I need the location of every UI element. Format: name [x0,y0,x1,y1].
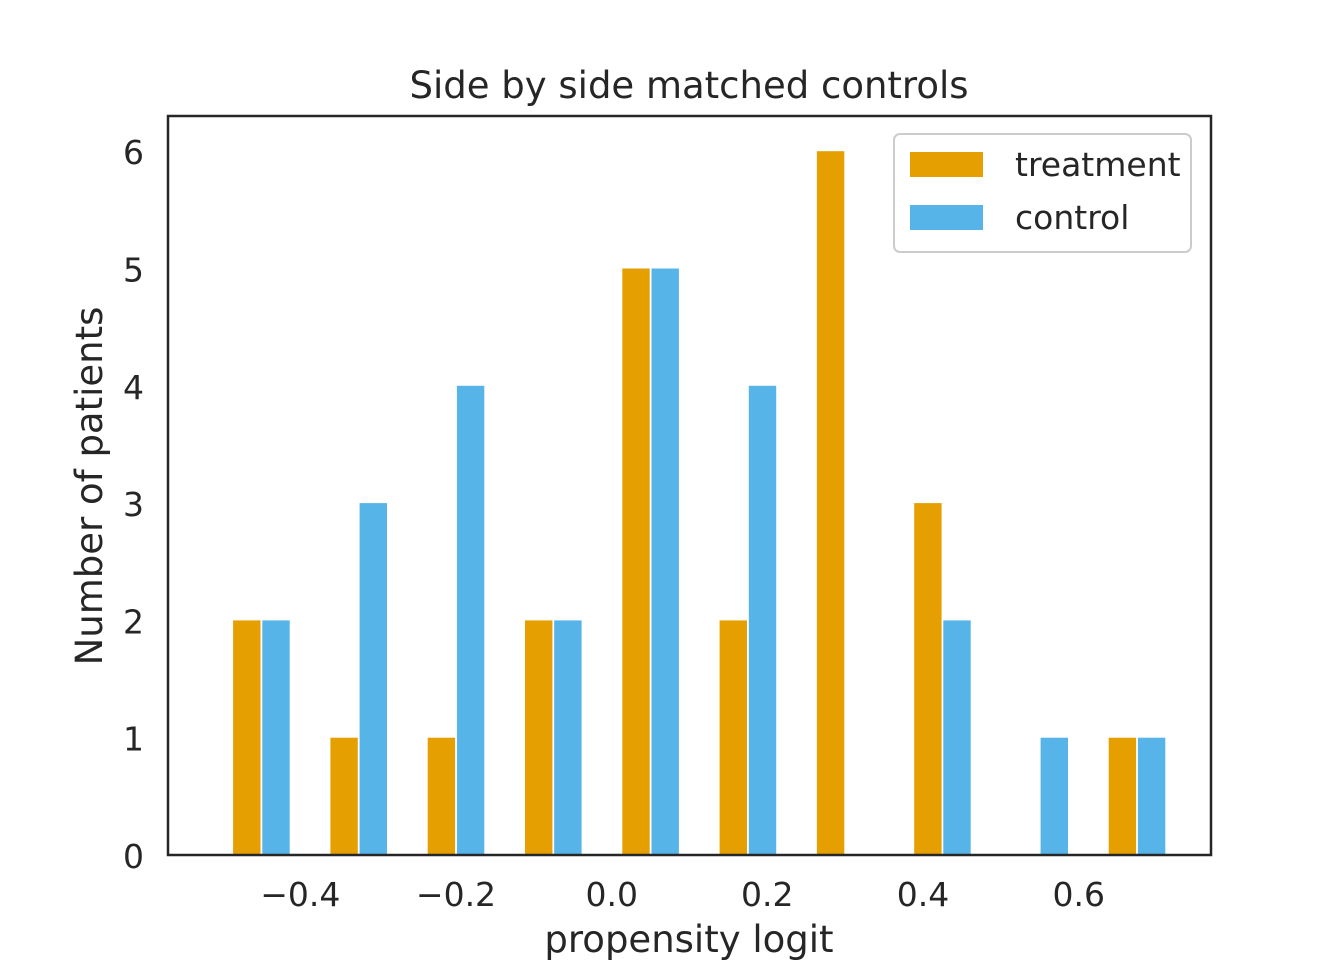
bar-treatment-1 [330,737,358,855]
legend-swatch-treatment [910,152,983,177]
bar-treatment-6 [816,151,845,855]
y-axis-label: Number of patients [68,307,111,666]
y-tick-label-5: 5 [123,251,144,290]
bar-control-2 [456,385,485,855]
x-tick-label-4: 0.4 [897,875,949,914]
bar-control-7 [943,620,971,855]
bar-treatment-0 [233,620,261,855]
x-tick-label-5: 0.6 [1052,875,1104,914]
chart-title: Side by side matched controls [409,64,968,107]
y-tick-label-0: 0 [123,837,144,876]
y-tick-label-4: 4 [123,368,144,407]
y-tick-labels: 0 1 2 3 4 5 6 [123,133,144,876]
bar-treatment-7 [914,503,942,855]
bar-treatment-4 [622,268,650,855]
bar-control-4 [651,268,679,855]
legend-label-control: control [1015,198,1129,237]
bar-control-1 [359,503,387,855]
bar-treatment-3 [525,620,553,855]
bar-control-3 [554,620,582,855]
x-tick-label-0: −0.4 [260,875,340,914]
bar-control-0 [262,620,290,855]
bar-control-8 [1040,737,1068,855]
x-tick-labels: −0.4 −0.2 0.0 0.2 0.4 0.6 [260,875,1105,914]
x-tick-label-1: −0.2 [416,875,496,914]
y-tick-label-6: 6 [123,133,144,172]
bar-control-9 [1137,737,1166,855]
legend: treatment control [893,133,1192,253]
y-tick-label-1: 1 [123,720,144,759]
x-axis-label: propensity logit [544,918,833,960]
bar-treatment-2 [427,737,456,855]
x-tick-label-2: 0.0 [585,875,637,914]
plot-frame [166,114,1213,857]
bars-group [233,151,1166,855]
y-tick-label-3: 3 [123,485,144,524]
bar-treatment-9 [1108,737,1137,855]
x-tick-label-3: 0.2 [741,875,793,914]
bar-treatment-5 [719,620,747,855]
y-tick-label-2: 2 [123,602,144,641]
legend-label-treatment: treatment [1015,145,1181,184]
bar-control-5 [748,385,777,855]
legend-swatch-control [910,205,983,230]
